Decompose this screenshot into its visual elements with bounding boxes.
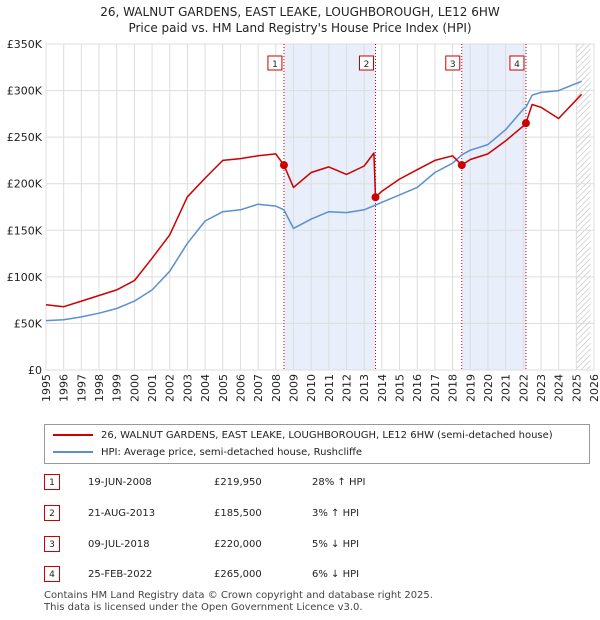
sale-point [371,193,380,202]
x-tick-label: 2009 [287,374,300,402]
x-tick-label: 1996 [58,374,71,402]
sale-price: £185,500 [214,508,262,519]
shaded-period [283,44,376,370]
x-tick-label: 2007 [252,374,265,402]
chart-legend: 26, WALNUT GARDENS, EAST LEAKE, LOUGHBOR… [44,424,590,464]
chart-title-line1: 26, WALNUT GARDENS, EAST LEAKE, LOUGHBOR… [100,5,500,19]
sale-hpi-diff: 28% ↑ HPI [312,477,366,488]
sale-date: 25-FEB-2022 [88,569,153,580]
sale-point [279,161,288,170]
shaded-period [461,44,526,370]
x-tick-label: 2003 [181,374,194,402]
sale-number-badge: 1 [44,474,60,490]
legend-swatch-property [53,434,93,436]
x-tick-label: 2013 [358,374,371,402]
legend-item-property: 26, WALNUT GARDENS, EAST LEAKE, LOUGHBOR… [53,428,553,444]
x-tick-label: 2005 [217,374,230,402]
x-tick-label: 1997 [75,374,88,402]
hpi-line [45,80,582,322]
x-tick-label: 2002 [164,374,177,402]
legend-label-hpi: HPI: Average price, semi-detached house,… [101,447,363,458]
footer-license: This data is licensed under the Open Gov… [44,602,363,613]
x-tick-label: 2018 [447,374,460,402]
sale-row: 4 25-FEB-2022 £265,000 6% ↓ HPI [44,566,600,584]
x-tick-label: 1998 [93,374,106,402]
x-tick-label: 2026 [588,374,600,402]
x-tick-label: 2015 [394,374,407,402]
x-tick-label: 2016 [411,374,424,402]
sale-point [521,119,530,128]
y-tick-label: £250K [7,131,43,144]
sale-label-text: 2 [364,60,370,70]
x-tick-label: 2004 [199,374,212,402]
y-tick-label: £200K [7,178,43,191]
sale-label-text: 4 [514,60,520,70]
legend-item-hpi: HPI: Average price, semi-detached house,… [53,445,362,461]
sale-label-text: 3 [450,60,456,70]
sale-price: £265,000 [214,569,262,580]
x-tick-label: 2019 [464,374,477,402]
sale-label-box [267,55,283,71]
sale-hpi-diff: 6% ↓ HPI [312,569,360,580]
sale-number-badge: 4 [44,566,60,582]
sale-hpi-diff: 3% ↑ HPI [312,508,360,519]
x-tick-label: 2010 [305,374,318,402]
sale-label-text: 1 [272,60,278,70]
y-tick-label: £50K [14,317,43,330]
y-tick-label: £0 [28,364,42,377]
sale-label-box [509,55,525,71]
x-tick-label: 2020 [482,374,495,402]
x-tick-label: 2021 [500,374,513,402]
y-tick-label: £300K [7,85,43,98]
price-chart: £0 £50K £100K £150K £200K £250K £300K £350K 1995… [7,38,600,402]
x-tick-label: 2011 [323,374,336,402]
future-hatch [576,44,591,370]
sale-row: 1 19-JUN-2008 £219,950 28% ↑ HPI [44,474,600,492]
x-tick-label: 2000 [128,374,141,402]
y-tick-label: £350K [7,38,43,51]
x-tick-label: 2023 [535,374,548,402]
x-tick-label: 2012 [341,374,354,402]
sale-row: 2 21-AUG-2013 £185,500 3% ↑ HPI [44,505,600,523]
footer-copyright: Contains HM Land Registry data © Crown c… [44,590,433,601]
x-tick-label: 1999 [111,374,124,402]
sale-number-badge: 2 [44,505,60,521]
legend-label-property: 26, WALNUT GARDENS, EAST LEAKE, LOUGHBOR… [101,430,553,441]
sale-price: £219,950 [214,477,262,488]
x-tick-label: 2008 [270,374,283,402]
legend-swatch-hpi [53,451,93,453]
x-tick-label: 2022 [517,374,530,402]
sale-price: £220,000 [214,539,262,550]
x-tick-label: 2001 [146,374,159,402]
y-tick-label: £100K [7,271,43,284]
x-tick-label: 1995 [40,374,53,402]
property-price-line [45,93,583,308]
y-tick-label: £150K [7,224,43,237]
chart-title-line2: Price paid vs. HM Land Registry's House … [128,21,472,35]
sale-number-badge: 3 [44,536,60,552]
sale-label-box [359,55,375,71]
sale-row: 3 09-JUL-2018 £220,000 5% ↓ HPI [44,536,600,554]
x-tick-label: 2024 [553,374,566,402]
sale-label-box [445,55,461,71]
x-tick-label: 2017 [429,374,442,402]
sale-hpi-diff: 5% ↓ HPI [312,539,360,550]
x-tick-label: 2006 [234,374,247,402]
sale-point [457,161,466,170]
sale-date: 21-AUG-2013 [88,508,156,519]
x-tick-label: 2025 [570,374,583,402]
sale-date: 09-JUL-2018 [88,539,150,550]
sale-date: 19-JUN-2008 [88,477,152,488]
x-tick-label: 2014 [376,374,389,402]
